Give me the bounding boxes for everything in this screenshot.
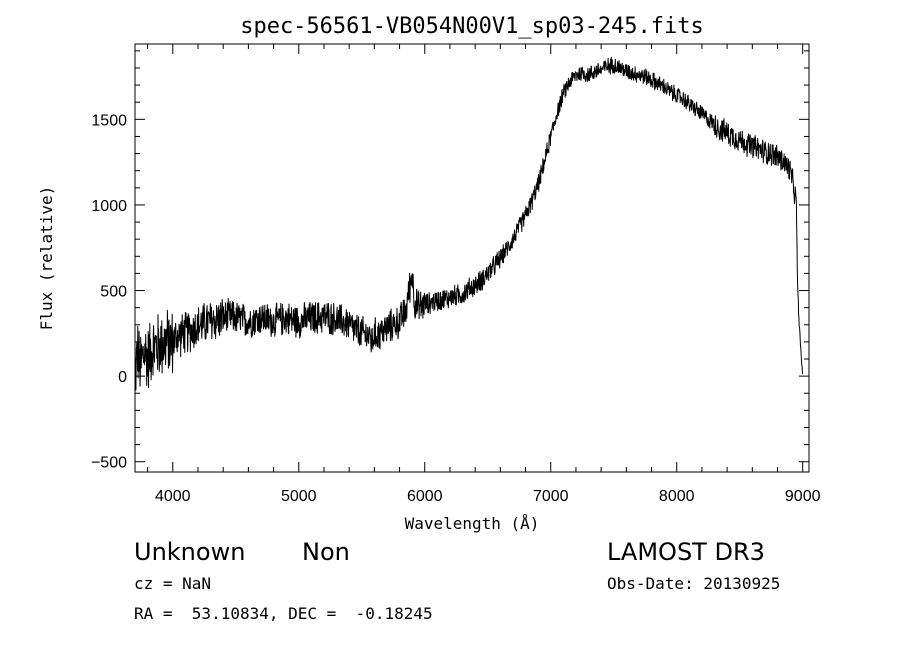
- spectrum-line: [134, 56, 804, 391]
- survey-name: LAMOST DR3: [607, 538, 765, 566]
- chart-title: spec-56561-VB054N00V1_sp03-245.fits: [240, 14, 704, 39]
- plot-frame: [134, 43, 810, 473]
- y-tick-label: 0: [118, 369, 127, 386]
- y-tick-label: −500: [91, 455, 127, 472]
- obs-date: Obs-Date: 20130925: [607, 574, 781, 593]
- x-tick-label: 4000: [155, 488, 191, 505]
- x-tick-label: 7000: [533, 488, 569, 505]
- y-axis-label: Flux (relative): [37, 186, 56, 331]
- y-tick-label: 1000: [91, 198, 127, 215]
- object-subclass: Non: [302, 538, 350, 566]
- y-tick-label: 500: [100, 284, 127, 301]
- x-tick-label: 6000: [407, 488, 443, 505]
- redshift: cz = NaN: [134, 574, 212, 593]
- x-tick-label: 9000: [785, 488, 821, 505]
- x-tick-label: 5000: [281, 488, 317, 505]
- object-class: Unknown: [134, 538, 246, 566]
- x-tick-label: 8000: [659, 488, 695, 505]
- coordinates: RA = 53.10834, DEC = -0.18245: [134, 604, 433, 623]
- y-tick-label: 1500: [91, 112, 127, 129]
- x-axis-label: Wavelength (Å): [405, 514, 540, 533]
